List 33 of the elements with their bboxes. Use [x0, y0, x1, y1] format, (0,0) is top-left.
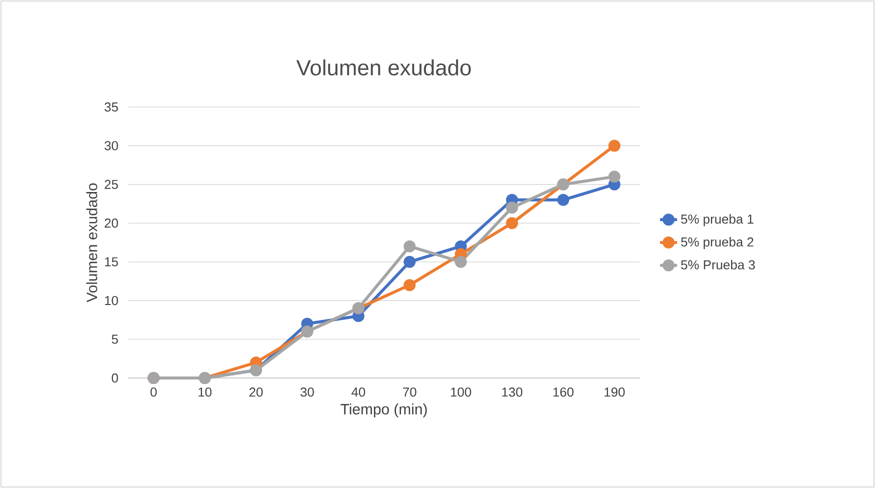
point [608, 170, 620, 183]
point [608, 140, 620, 152]
point [557, 194, 570, 206]
x-tick-label: 100 [450, 388, 472, 397]
point [454, 256, 467, 268]
y-axis-title: Volumen exudado [86, 183, 98, 302]
legend-label: 5% prueba 1 [681, 214, 754, 226]
x-tick-label: 10 [198, 388, 212, 397]
y-tick-label: 5 [112, 334, 118, 344]
legend-label: 5% prueba 2 [681, 237, 754, 250]
chart-title: Volumen exudado [296, 59, 471, 76]
x-tick-label: 0 [150, 388, 157, 397]
x-tick-label: 190 [604, 388, 625, 397]
x-tick-label: 160 [553, 388, 574, 397]
legend-label: 5% Prueba 3 [681, 260, 755, 270]
y-tick-label: 10 [105, 296, 118, 306]
point [404, 240, 416, 252]
point [506, 202, 518, 214]
point [506, 217, 518, 230]
x-axis-title: Tiempo (min) [340, 404, 427, 418]
x-tick-label: 40 [352, 388, 366, 397]
point [404, 279, 416, 292]
x-tick-label: 130 [502, 388, 522, 397]
point [404, 256, 416, 268]
y-tick-label: 30 [104, 141, 118, 150]
y-tick-label: 35 [104, 102, 118, 112]
y-tick-label: 15 [105, 257, 118, 266]
y-tick-label: 0 [112, 373, 118, 383]
y-tick-label: 25 [104, 180, 118, 189]
x-tick-label: 20 [249, 388, 263, 397]
x-tick-label: 70 [403, 388, 416, 397]
x-tick-label: 30 [300, 388, 314, 397]
y-tick-label: 20 [104, 218, 118, 228]
